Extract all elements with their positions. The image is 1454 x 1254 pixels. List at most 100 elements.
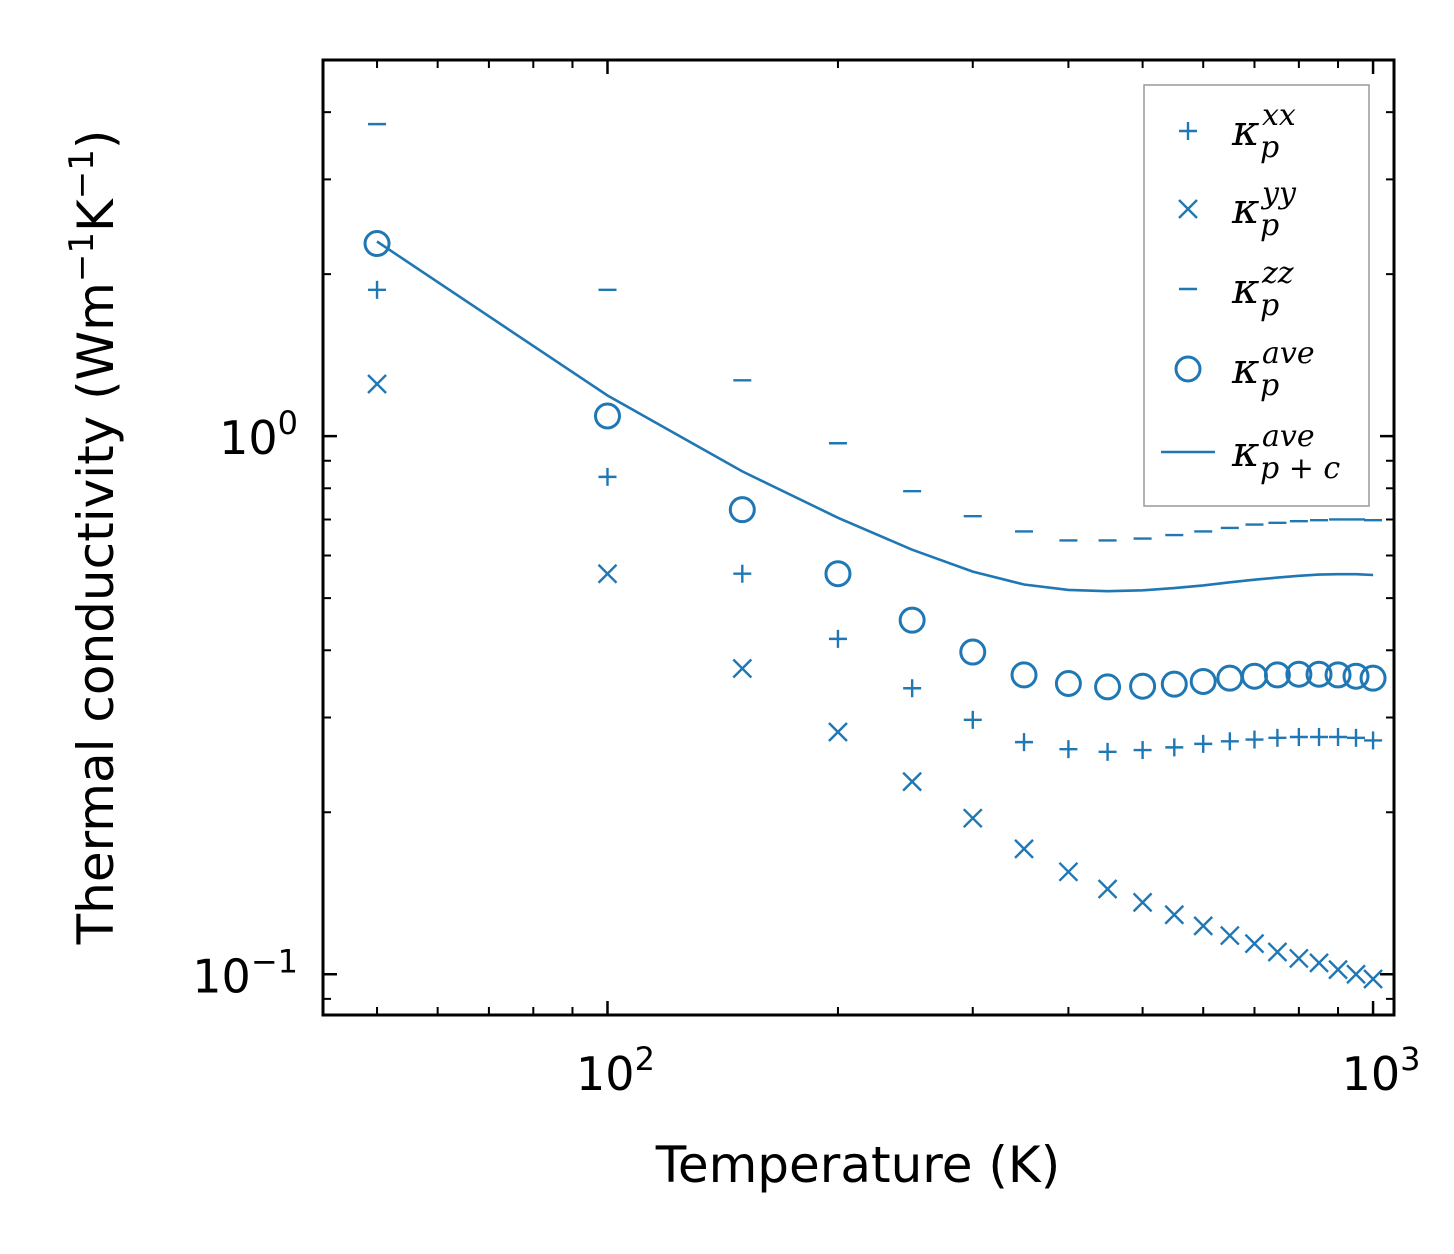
legend-label-sub: p (1260, 368, 1279, 403)
y-tick-label-base: 10 (192, 949, 251, 1003)
legend-marker-kappa_p^yy-b (1178, 199, 1198, 219)
point-kappa_p^xx (828, 629, 847, 648)
point-kappa_p^yy (1193, 916, 1214, 936)
legend-label-kappa_p^xx: κ (1231, 106, 1260, 155)
legend-marker-kappa_p^xx (1179, 122, 1197, 140)
series-kappa_p^xx (368, 280, 1383, 761)
point-kappa_p^ave (1324, 661, 1352, 689)
point-kappa_p^yy (962, 808, 983, 829)
point-kappa_p^ave (593, 402, 621, 430)
point-kappa_p^xx (1059, 740, 1078, 759)
point-kappa_p^yy (1058, 861, 1079, 882)
legend-label-sup: yy (1260, 176, 1297, 211)
series-kappa_p^ave (363, 230, 1387, 701)
point-kappa_p^xx (1133, 741, 1152, 760)
legend-label-kappa_p+c^ave: κ (1231, 427, 1260, 476)
point-kappa_p^xx (1310, 727, 1329, 746)
point-kappa_p^ave (1263, 661, 1291, 689)
legend-label-sub: p (1260, 288, 1279, 323)
point-kappa_p^yy (1164, 904, 1185, 925)
point-kappa_p^yy (1363, 969, 1383, 989)
y-axis-label-unit: K (67, 198, 125, 232)
y-tick-label-base: 10 (219, 411, 278, 465)
point-kappa_p^yy-b (367, 374, 387, 394)
point-kappa_p^yy-b (1132, 892, 1153, 913)
point-kappa_p^ave (1054, 669, 1082, 697)
legend-label-sup: xx (1262, 98, 1296, 133)
x-axis-label: Temperature (K) (655, 1136, 1060, 1194)
point-kappa_p^yy-b (597, 563, 618, 584)
point-kappa_p^yy-b (1309, 953, 1329, 973)
point-kappa_p^ave (898, 606, 926, 634)
y-axis-label-exp1: −1 (62, 232, 102, 282)
y-tick-label-exp: −1 (251, 942, 298, 980)
point-kappa_p^yy-b (1328, 959, 1348, 980)
point-kappa_p^xx (1329, 727, 1348, 746)
point-kappa_p^ave (1010, 661, 1038, 689)
point-kappa_p^yy-b (1164, 904, 1185, 925)
point-kappa_p^yy (732, 658, 753, 679)
point-kappa_p^ave (728, 496, 756, 524)
point-kappa_p^ave (1160, 670, 1188, 698)
point-kappa_p^ave (1189, 667, 1217, 695)
legend-label-sup: ave (1262, 336, 1315, 371)
point-kappa_p^xx (598, 467, 617, 486)
point-kappa_p^xx (1098, 742, 1117, 761)
point-kappa_p^yy (902, 771, 922, 792)
point-kappa_p^yy (1244, 933, 1265, 954)
point-kappa_p^yy-b (1267, 942, 1288, 962)
point-kappa_p^xx (1220, 732, 1239, 751)
legend-box (1143, 84, 1370, 507)
point-kappa_p^yy-b (962, 808, 983, 829)
point-kappa_p^yy (828, 722, 848, 742)
legend-label-sub: p + c (1260, 451, 1340, 486)
point-kappa_p^yy (367, 374, 387, 394)
y-tick-label: 10−1 (192, 942, 298, 1003)
point-kappa_p^yy-b (732, 658, 753, 679)
x-tick-label-base: 10 (576, 1047, 635, 1101)
y-axis-label-main: Thermal conductivity (Wm (67, 282, 125, 945)
point-kappa_p^ave (363, 230, 391, 258)
legend-label-sub: p (1260, 130, 1279, 165)
point-kappa_p^xx (963, 710, 982, 729)
x-tick-label-exp: 3 (1400, 1040, 1420, 1078)
x-tick-label-exp: 2 (635, 1040, 655, 1078)
point-kappa_p^yy-b (1346, 964, 1366, 985)
point-kappa_p^ave (1094, 673, 1122, 701)
legend-label-kappa_p^zz: κ (1231, 264, 1260, 313)
point-kappa_p^yy-b (1219, 925, 1240, 946)
point-kappa_p^yy-b (1193, 916, 1214, 936)
point-kappa_p^ave (1359, 664, 1387, 692)
point-kappa_p^xx (1015, 733, 1034, 752)
point-kappa_p^yy-b (1289, 948, 1309, 969)
series-kappa_p^zz (368, 122, 1383, 542)
point-kappa_p^ave (1285, 660, 1313, 688)
plot-frame (321, 58, 1396, 1017)
point-kappa_p^ave (1342, 662, 1370, 690)
legend-label-sup: ave (1262, 419, 1315, 454)
legend-label-kappa_p^yy: κ (1231, 184, 1260, 233)
point-kappa_p^yy-b (1097, 879, 1118, 899)
series-group (363, 122, 1387, 989)
point-kappa_p^yy-b (1014, 839, 1034, 859)
point-kappa_p^yy (1014, 839, 1034, 859)
legend-marker-kappa_p^yy (1178, 199, 1198, 219)
point-kappa_p^yy-b (902, 771, 922, 792)
point-kappa_p^xx (368, 280, 387, 299)
point-kappa_p^xx (1245, 730, 1264, 749)
x-tick-label-base: 10 (1342, 1047, 1401, 1101)
legend-label-sub: p (1260, 208, 1279, 243)
y-tick-label: 100 (219, 404, 298, 465)
point-kappa_p^xx (1194, 734, 1213, 753)
point-kappa_p^yy (1219, 925, 1240, 946)
point-kappa_p^yy (1289, 948, 1309, 969)
point-kappa_p^ave (1129, 672, 1157, 700)
point-kappa_p^ave (959, 638, 987, 666)
y-axis-label-exp2: −1 (62, 149, 102, 199)
point-kappa_p^yy (1267, 942, 1288, 962)
point-kappa_p^xx (903, 679, 922, 698)
point-kappa_p^xx (1165, 738, 1184, 757)
